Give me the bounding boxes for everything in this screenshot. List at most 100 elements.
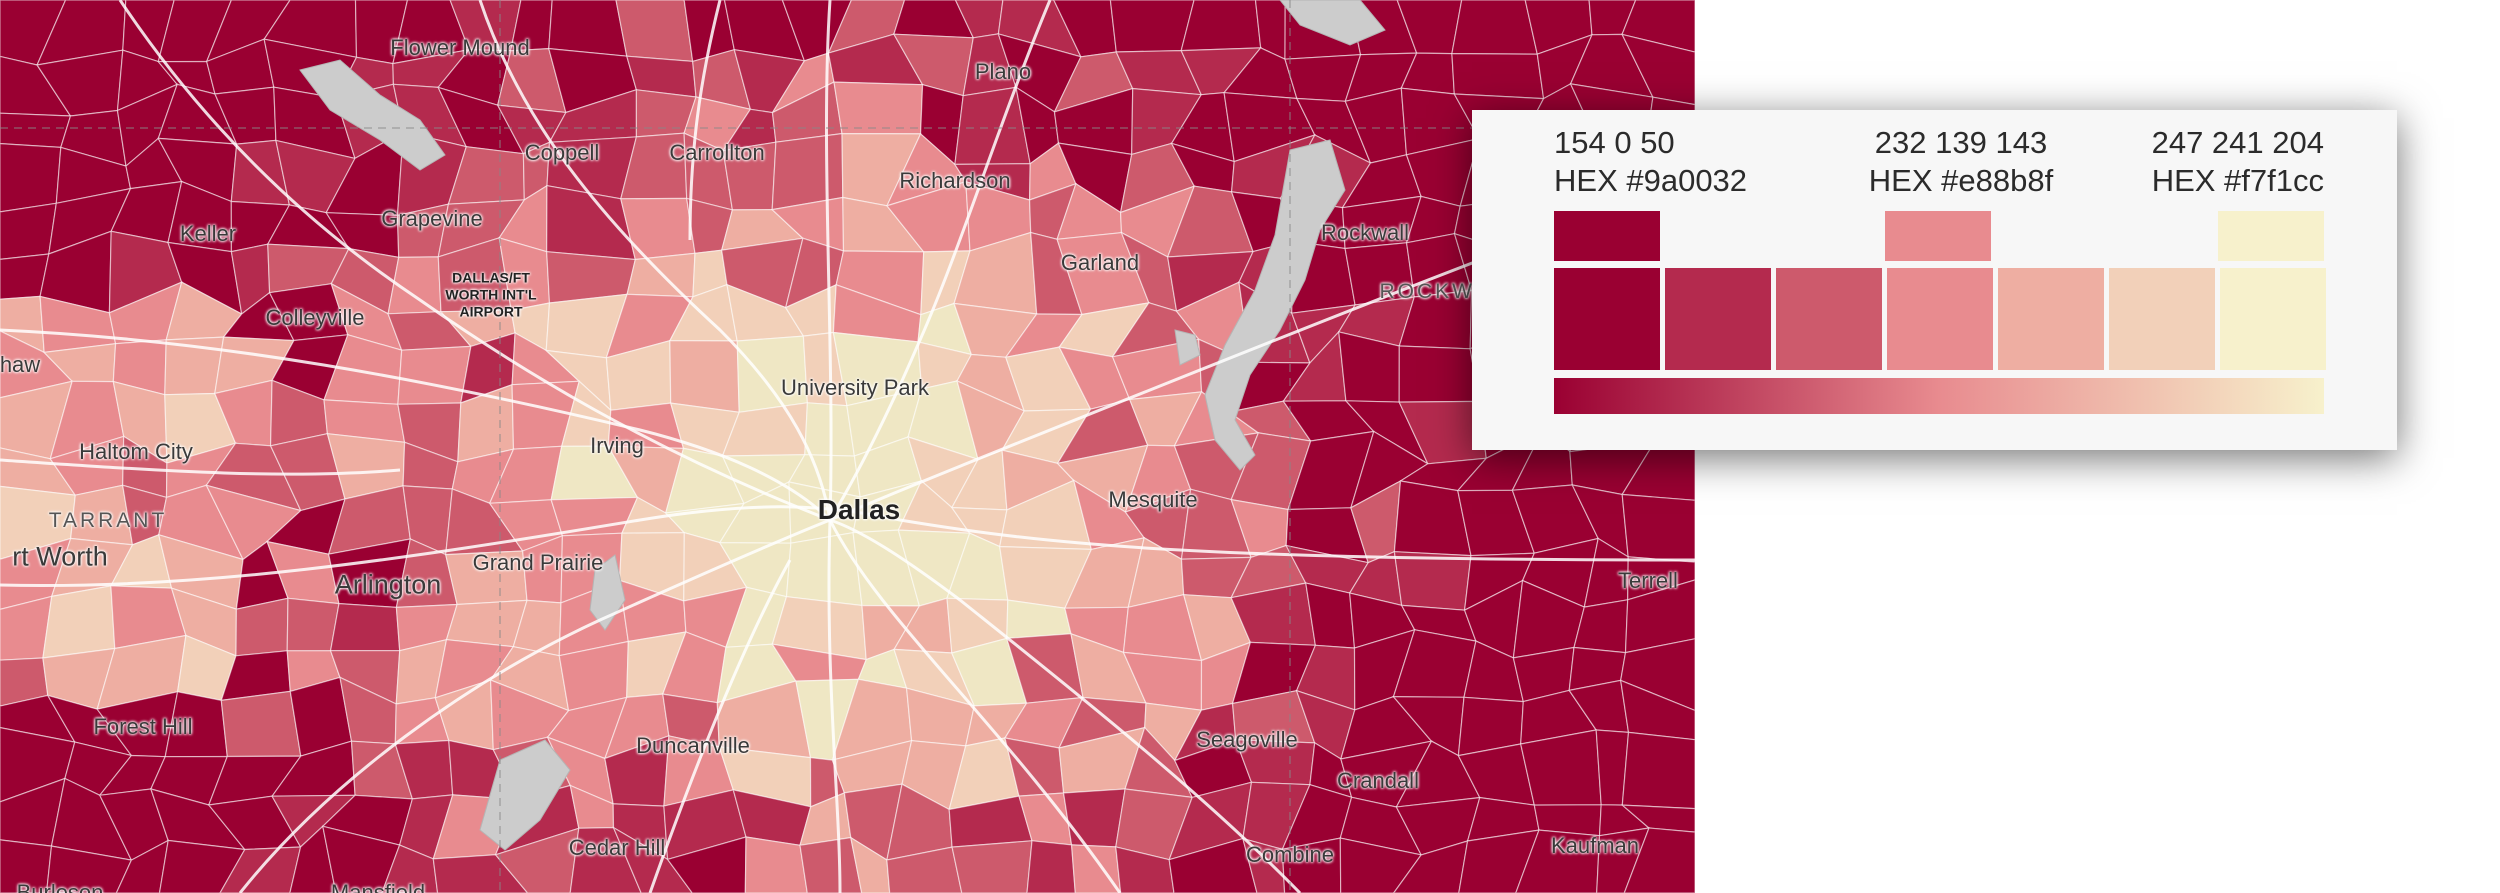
- lake: [479, 739, 571, 851]
- map-region: [1109, 0, 1195, 53]
- map-region: [1623, 827, 1695, 893]
- map-region: [1451, 0, 1539, 55]
- choropleth-map[interactable]: Flower Mound Plano Coppell Carrollton Richar…: [0, 0, 1695, 893]
- map-region: [1458, 829, 1540, 893]
- hex-value-mid: HEX #e88b8f: [1868, 163, 2054, 198]
- map-region: [115, 839, 169, 893]
- map-region: [45, 845, 133, 893]
- place-label-crandall: Crandall: [1337, 768, 1419, 793]
- map-region: [1519, 729, 1602, 806]
- place-label-cedar-hill: Cedar Hill: [568, 835, 666, 860]
- map-region: [1620, 804, 1695, 833]
- ramp-swatch-6: [2109, 268, 2215, 370]
- map-region: [289, 825, 337, 893]
- map-region: [1621, 493, 1695, 563]
- hex-value-light: HEX #f7f1cc: [2151, 163, 2324, 198]
- place-label-forest-hill: Forest Hill: [93, 714, 193, 739]
- ramp-swatch-1: [1554, 268, 1660, 370]
- place-label-carrollton: Carrollton: [669, 140, 765, 165]
- place-label-rockwall: Rockwall: [1320, 220, 1410, 245]
- highway: [824, 0, 842, 893]
- place-label-irving: Irving: [590, 433, 644, 458]
- map-region: [0, 112, 72, 149]
- map-region: [1180, 0, 1262, 52]
- place-label-rt-worth: rt Worth: [12, 541, 108, 572]
- map-region: [569, 826, 642, 893]
- color-legend-panel: 154 0 50 HEX #9a0032 232 139 143 HEX #e8…: [1472, 110, 2397, 450]
- place-label-flower-mound: Flower Mound: [390, 35, 530, 60]
- map-region: [548, 0, 628, 57]
- map-region: [1339, 837, 1423, 893]
- airport-label: DALLAS/FT WORTH INT'L AIRPORT: [445, 269, 537, 320]
- lake: [1174, 329, 1201, 366]
- map-region: [1515, 829, 1601, 893]
- map-region: [1620, 638, 1695, 712]
- ramp-swatch-4: [1887, 268, 1993, 370]
- map-region: [771, 132, 844, 211]
- county-label-tarrant: TARRANT: [48, 509, 168, 532]
- legend-caption-mid: 232 139 143 HEX #e88b8f: [1861, 124, 2061, 200]
- key-swatch-light: [2218, 211, 2324, 261]
- lake: [299, 59, 446, 171]
- highway: [0, 458, 401, 476]
- highway: [238, 518, 831, 893]
- map-region: [1115, 846, 1175, 893]
- place-label-duncanville: Duncanville: [636, 733, 750, 758]
- map-region: [220, 690, 302, 758]
- place-label-richardson: Richardson: [899, 168, 1011, 193]
- map-region: [799, 836, 863, 893]
- map-region: [0, 839, 53, 893]
- map-region: [1620, 33, 1695, 106]
- hex-value-dark: HEX #9a0032: [1554, 163, 1748, 198]
- highway: [688, 0, 722, 241]
- map-region: [886, 846, 963, 893]
- lake: [1279, 0, 1386, 46]
- map-region: [785, 532, 863, 607]
- map-region: [669, 340, 740, 413]
- rgb-value-light: 247 241 204: [2151, 125, 2324, 160]
- map-region: [1393, 551, 1472, 611]
- map-region: [1451, 52, 1545, 100]
- highway: [0, 328, 832, 522]
- rgb-value-dark: 154 0 50: [1554, 125, 1675, 160]
- map-canvas: [0, 0, 1695, 893]
- map-region: [951, 840, 1033, 893]
- map-region: [1026, 840, 1076, 893]
- map-region: [1621, 731, 1695, 810]
- map-region: [615, 0, 694, 63]
- map-region: [432, 854, 529, 893]
- highway: [648, 559, 792, 893]
- gradient-bar: [1554, 378, 2324, 414]
- ramp-swatch-2: [1665, 268, 1771, 370]
- map-region: [1398, 345, 1480, 403]
- map-region: [666, 836, 747, 893]
- place-label-terrell: Terrell: [1618, 568, 1678, 593]
- map-region: [1070, 844, 1122, 893]
- map-region: [158, 839, 246, 893]
- ramp-swatch-7: [2220, 268, 2326, 370]
- place-label-coppell: Coppell: [524, 140, 600, 165]
- place-label-plano: Plano: [974, 59, 1032, 84]
- legend-caption-light: 247 241 204 HEX #f7f1cc: [2124, 124, 2324, 200]
- place-label-haltom-city: Haltom City: [79, 439, 193, 464]
- map-region: [322, 825, 401, 893]
- place-label-kaufman: Kaufman: [1550, 833, 1640, 858]
- place-label-garland: Garland: [1060, 250, 1140, 275]
- map-region: [381, 844, 439, 893]
- map-region: [0, 202, 58, 261]
- map-region: [1062, 788, 1126, 848]
- place-label-combine: Combine: [1245, 842, 1335, 867]
- map-region: [849, 836, 891, 893]
- map-region: [833, 81, 924, 135]
- place-label-grand-prairie: Grand Prairie: [472, 550, 604, 575]
- highway: [828, 0, 1052, 521]
- map-region: [1624, 579, 1695, 654]
- map-region: [397, 345, 472, 405]
- place-label-seagoville: Seagoville: [1196, 727, 1298, 752]
- place-label-keller: Keller: [179, 221, 237, 246]
- place-label-mansfield: Mansfield: [330, 880, 426, 893]
- map-region: [1619, 679, 1695, 741]
- place-label-university-park: University Park: [781, 375, 929, 400]
- place-label-arlington: Arlington: [334, 569, 442, 600]
- highway: [0, 505, 1695, 588]
